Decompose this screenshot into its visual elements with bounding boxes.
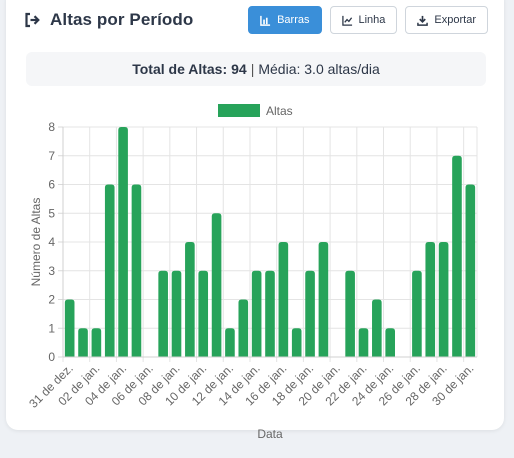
y-tick-label: 2 (48, 293, 55, 307)
bar (438, 242, 449, 357)
total-value: 94 (231, 61, 247, 77)
bar (211, 213, 222, 357)
page-title: Altas por Período (50, 10, 194, 29)
export-button-label: Exportar (434, 14, 476, 26)
y-tick-label: 1 (48, 321, 55, 335)
line-button-label: Linha (358, 14, 386, 26)
bar (64, 299, 75, 357)
bars-button-label: Barras (277, 14, 310, 26)
bar (412, 270, 422, 357)
legend-swatch (218, 104, 260, 117)
y-tick-label: 0 (48, 350, 55, 364)
bar (372, 299, 382, 357)
y-tick-label: 5 (48, 206, 55, 220)
bars-button[interactable]: Barras (248, 6, 322, 34)
legend-label: Altas (266, 104, 293, 118)
bar (358, 328, 369, 357)
bar (238, 299, 249, 357)
bar (385, 328, 396, 357)
total-label: Total de Altas: (132, 61, 228, 77)
sign-out-icon (24, 11, 42, 29)
line-chart-icon (341, 15, 352, 26)
bar (318, 242, 329, 357)
bar (251, 270, 262, 357)
bar (465, 184, 476, 357)
bar (291, 328, 302, 357)
bar (91, 328, 102, 357)
bar (78, 328, 88, 357)
summary-separator: | (250, 61, 255, 77)
y-tick-label: 8 (48, 120, 55, 134)
bar (171, 270, 182, 357)
bar (185, 242, 195, 357)
bar (104, 184, 115, 357)
bar-chart-icon (260, 15, 271, 26)
x-axis-title: Data (257, 427, 283, 441)
line-button[interactable]: Linha (329, 6, 398, 34)
bar (425, 242, 436, 357)
bar (198, 270, 209, 357)
bar (265, 270, 275, 357)
bar (305, 270, 315, 357)
bar (278, 242, 289, 357)
chart-toolbar: Barras Linha Exportar (248, 6, 488, 34)
chart-header: Altas por Período Barras Linha Exportar (24, 6, 488, 34)
summary-bar: Total de Altas: 94 | Média: 3.0 altas/di… (26, 52, 486, 86)
y-tick-label: 6 (48, 178, 55, 192)
average-text: Média: 3.0 altas/dia (258, 61, 380, 77)
y-tick-label: 4 (48, 235, 55, 249)
y-tick-label: 3 (48, 264, 55, 278)
y-axis-title: Número de Altas (29, 198, 43, 287)
y-tick-label: 7 (48, 149, 55, 163)
bar (131, 184, 142, 357)
download-icon (417, 15, 429, 26)
bar (158, 270, 168, 357)
bar (118, 127, 128, 357)
export-button[interactable]: Exportar (405, 6, 488, 34)
bar (345, 270, 355, 357)
bar (452, 155, 462, 357)
bar (225, 328, 235, 357)
